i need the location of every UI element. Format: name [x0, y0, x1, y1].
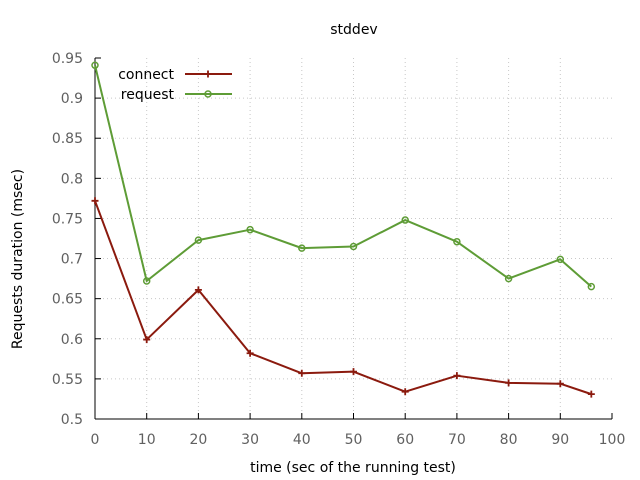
y-tick-label: 0.75 [52, 211, 83, 227]
x-tick-label: 20 [189, 432, 207, 448]
legend-swatch-marker [204, 70, 212, 78]
data-point-request [142, 277, 151, 285]
y-tick-label: 0.55 [52, 372, 83, 388]
y-tick-label: 0.7 [61, 252, 83, 268]
x-axis-label: time (sec of the running test) [250, 460, 456, 476]
x-tick-label: 90 [551, 432, 569, 448]
legend-label: request [121, 87, 175, 103]
data-point-connect [143, 336, 151, 344]
x-tick-label: 40 [293, 432, 311, 448]
data-point-connect [401, 388, 409, 396]
chart-title: stddev [330, 22, 377, 38]
series-line-request [94, 64, 592, 288]
y-axis-label: Requests duration (msec) [10, 169, 26, 349]
y-ticks: 0.5 0.55 0.6 0.65 0.7 0.75 0.8 0.85 0.9 0.95 [52, 51, 101, 428]
series-request [91, 61, 596, 291]
y-tick-label: 0.5 [61, 412, 83, 428]
x-tick-label: 50 [345, 432, 363, 448]
x-tick-label: 80 [500, 432, 518, 448]
y-tick-label: 0.65 [52, 292, 83, 308]
data-point-connect [505, 379, 513, 387]
data-point-request [587, 282, 596, 291]
data-point-connect [587, 390, 595, 398]
legend-label: connect [118, 67, 174, 83]
x-tick-label: 10 [138, 432, 156, 448]
legend-item-connect: connect [118, 67, 232, 83]
series-connect [91, 197, 595, 398]
y-tick-label: 0.8 [61, 171, 83, 187]
y-tick-label: 0.95 [52, 51, 83, 67]
data-point-request [401, 216, 409, 224]
x-tick-label: 70 [448, 432, 466, 448]
data-point-connect [246, 349, 254, 357]
data-point-request [298, 244, 306, 252]
x-tick-label: 30 [241, 432, 259, 448]
data-point-connect [194, 286, 202, 294]
legend: connect request [118, 67, 232, 103]
data-point-request [246, 225, 254, 234]
y-tick-label: 0.9 [61, 91, 83, 107]
series-group [91, 61, 596, 398]
x-tick-label: 100 [599, 432, 626, 448]
x-ticks: 0 10 20 30 40 50 60 70 80 90 100 [91, 413, 626, 448]
data-point-connect [91, 197, 99, 205]
data-point-connect [453, 372, 461, 380]
data-point-connect [350, 368, 357, 376]
y-tick-label: 0.85 [52, 131, 83, 147]
data-point-connect [556, 380, 564, 388]
data-point-request [504, 274, 513, 283]
data-point-request [349, 242, 358, 251]
data-point-request [91, 61, 99, 69]
legend-swatch-marker [204, 90, 212, 98]
legend-item-request: request [121, 87, 232, 103]
x-tick-label: 60 [396, 432, 414, 448]
series-line-connect [94, 200, 592, 396]
y-tick-label: 0.6 [61, 332, 83, 348]
data-point-request [194, 236, 203, 244]
grid [95, 58, 612, 419]
data-point-request [556, 255, 565, 264]
x-tick-label: 0 [91, 432, 100, 448]
data-point-request [453, 237, 461, 246]
data-point-connect [298, 369, 306, 377]
